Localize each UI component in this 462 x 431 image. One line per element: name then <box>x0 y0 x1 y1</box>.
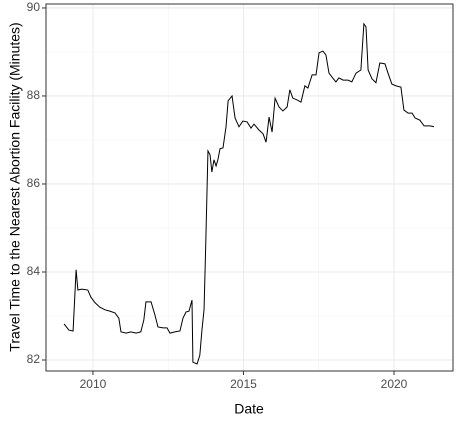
x-tick-label: 2015 <box>230 377 257 391</box>
y-tick-label: 84 <box>27 264 41 278</box>
y-tick-label: 82 <box>27 352 41 366</box>
y-tick-label: 88 <box>27 88 41 102</box>
y-tick-label: 86 <box>27 176 41 190</box>
y-tick-label: 90 <box>27 0 41 14</box>
y-axis-title: Travel Time to the Nearest Abortion Faci… <box>7 22 23 351</box>
x-tick-label: 2020 <box>381 377 408 391</box>
x-tick-label: 2010 <box>80 377 107 391</box>
line <box>63 22 435 365</box>
panel-border <box>45 3 454 372</box>
x-axis-title: Date <box>234 401 264 417</box>
